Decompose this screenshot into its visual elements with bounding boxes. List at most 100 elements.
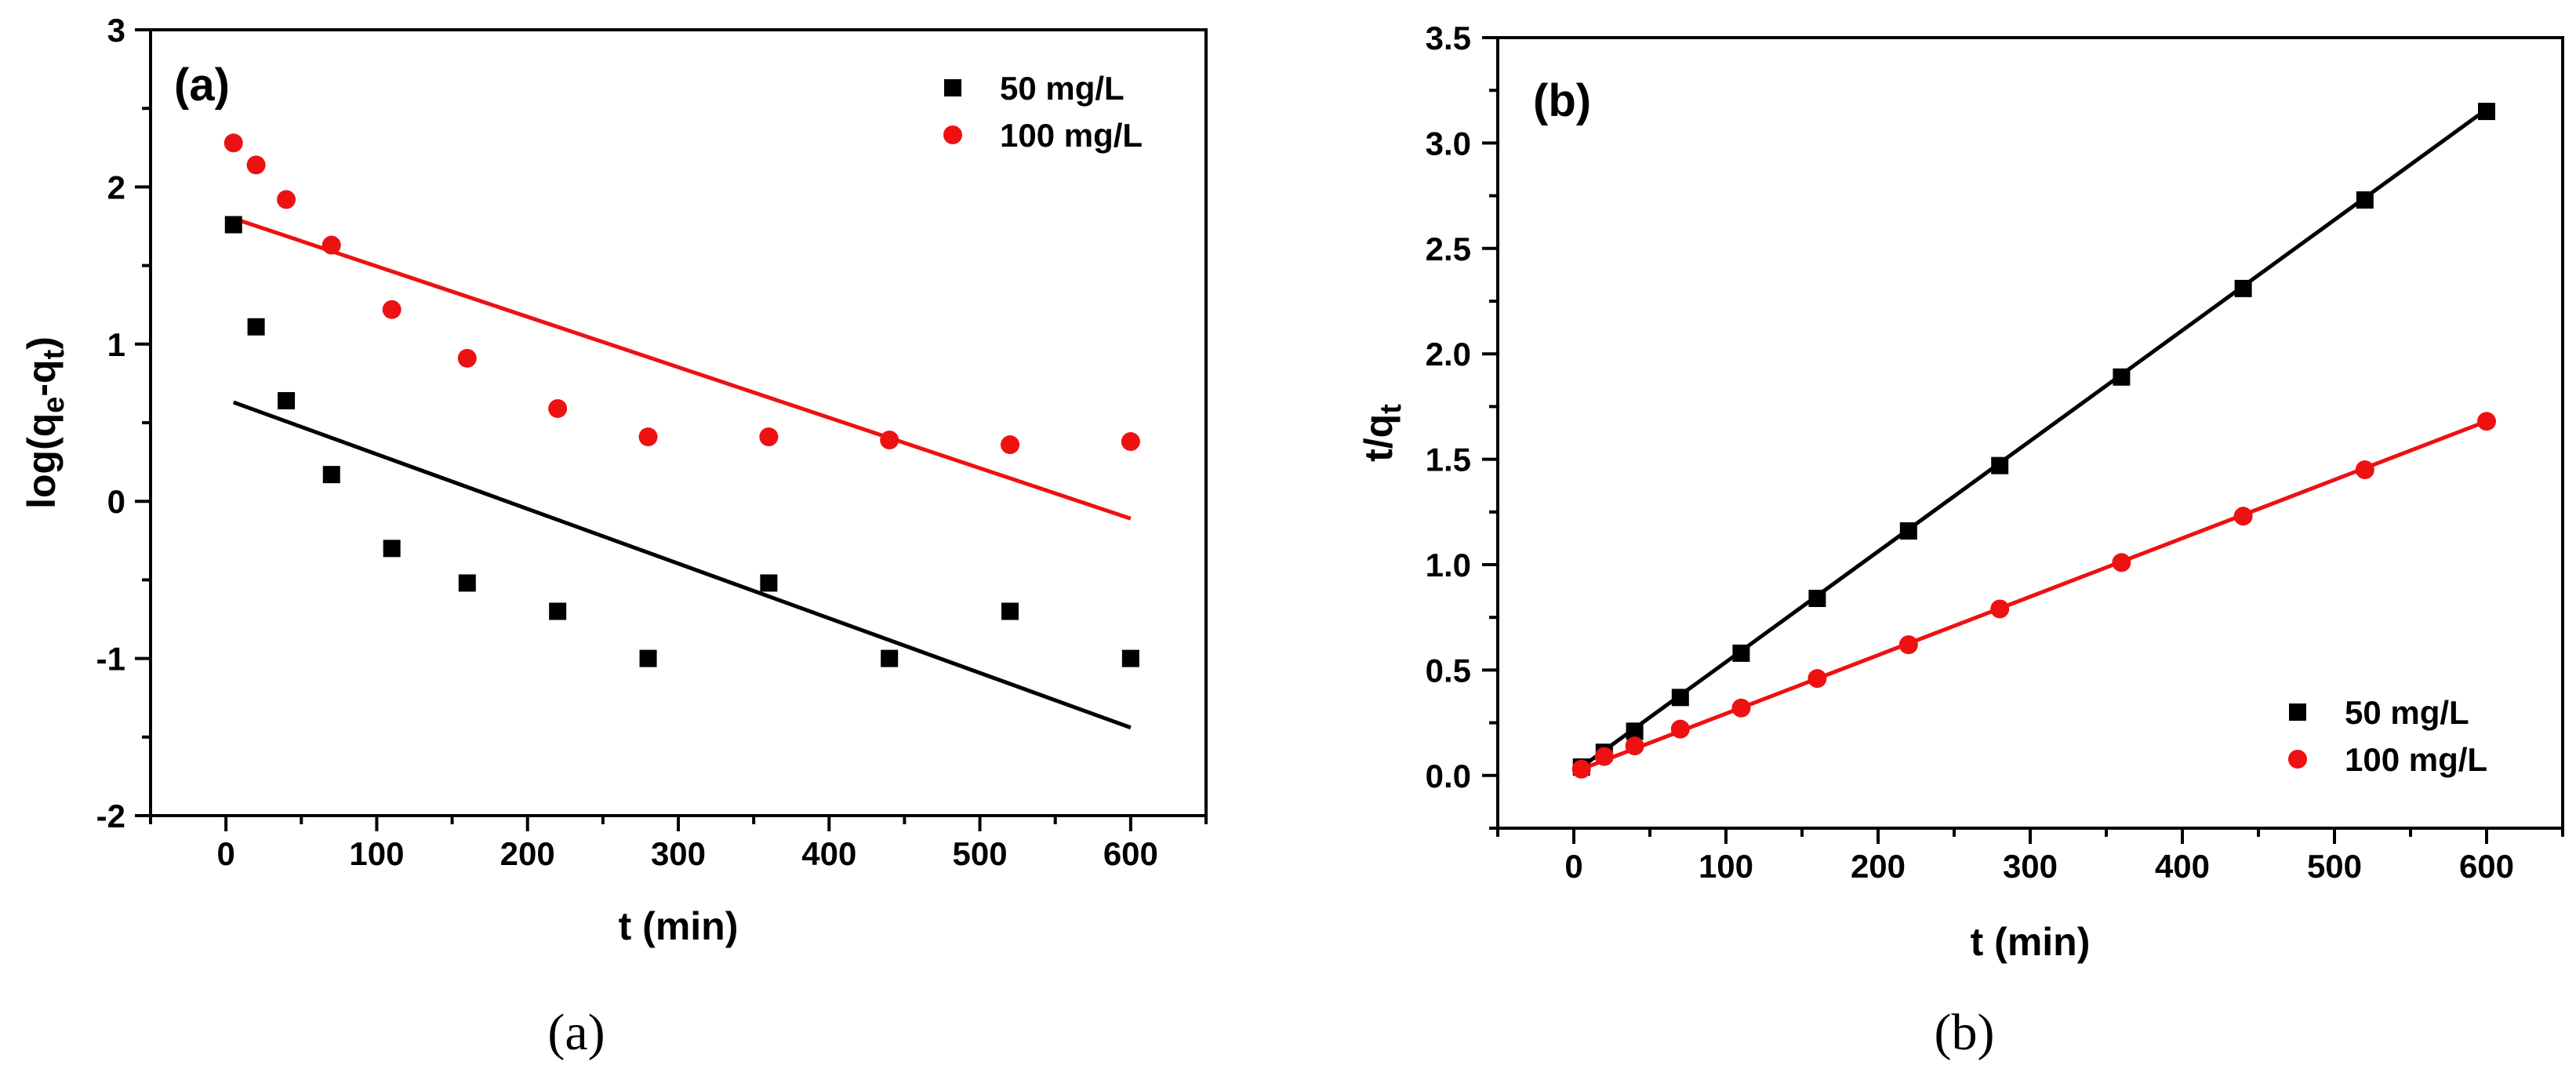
data-point-100mgL [1808, 669, 1827, 689]
data-point-50mgL [1808, 590, 1826, 608]
x-axis-title: t (min) [1971, 920, 2091, 964]
data-point-50mgL [639, 649, 657, 667]
data-point-100mgL [2355, 460, 2374, 480]
y-tick-label: 2 [107, 169, 125, 205]
data-point-100mgL [1731, 698, 1751, 718]
data-point-100mgL [223, 133, 243, 153]
y-tick-label: 1.0 [1426, 547, 1471, 583]
fit-line-50mgL [232, 400, 1132, 730]
data-point-50mgL [278, 391, 296, 409]
data-point-50mgL [1899, 522, 1917, 540]
data-point-50mgL [1991, 456, 2009, 474]
y-tick-label: -1 [96, 641, 125, 678]
x-tick-label: 400 [801, 835, 856, 872]
panel-label: (b) [1533, 75, 1591, 126]
data-point-50mgL [1626, 722, 1644, 740]
panel-a-chart: 0 100 200 300 400 500 600 -2 -1 0 1 2 3 t (min) log(qe… [20, 12, 1208, 948]
y-tick-label: 3.5 [1426, 20, 1471, 56]
y-axis-title-subscript: t [38, 349, 71, 359]
data-point-50mgL [2234, 279, 2252, 297]
fit-line-50mgL [1580, 107, 2488, 769]
y-tick-label: 0.0 [1426, 758, 1471, 794]
data-point-50mgL [1732, 644, 1750, 662]
y-tick-label: 1 [107, 326, 125, 363]
data-point-100mgL [880, 431, 899, 450]
x-tick-label: 100 [1699, 848, 1753, 885]
data-point-100mgL [277, 190, 296, 209]
data-point-50mgL [760, 574, 778, 592]
panel-b-chart: 0 100 200 300 400 500 600 0.0 0.5 1.0 1.5 2.0 2.5 3.0… [1357, 20, 2564, 964]
data-point-50mgL [322, 466, 340, 484]
data-point-100mgL [638, 427, 658, 447]
x-axis-title: t (min) [619, 904, 739, 948]
data-point-100mgL [1670, 719, 1690, 739]
data-point-50mgL [2478, 103, 2495, 121]
data-point-50mgL [224, 216, 242, 234]
data-point-100mgL [2477, 412, 2496, 431]
y-tick-label: 2.0 [1426, 336, 1471, 373]
legend-label: 100 mg/L [2345, 741, 2487, 778]
data-point-100mgL [457, 348, 477, 368]
y-tick-label: 1.5 [1426, 442, 1471, 478]
y-axis-title-part: t/q [1357, 414, 1401, 462]
y-axis-title-part: ) [20, 336, 64, 350]
y-tick-label: 3 [107, 12, 125, 49]
data-point-50mgL [2113, 368, 2131, 386]
y-axis-title-subscript: e [38, 397, 71, 413]
legend-label: 50 mg/L [1000, 70, 1125, 107]
data-point-100mgL [1898, 635, 1918, 655]
data-point-50mgL [1121, 649, 1139, 667]
x-tick-label: 300 [2003, 848, 2058, 885]
data-point-100mgL [246, 155, 266, 175]
fit-line-100mgL [232, 216, 1132, 521]
x-tick-label: 600 [1103, 835, 1158, 872]
caption-a: (a) [547, 1004, 605, 1061]
data-point-50mgL [458, 574, 476, 592]
fit-line-100mgL [1580, 419, 2487, 772]
x-tick-label: 300 [651, 835, 706, 872]
y-axis-title: log(qe-qt) [20, 336, 71, 509]
data-point-100mgL [548, 398, 568, 418]
legend-marker-square [944, 79, 961, 96]
data-point-100mgL [2112, 553, 2131, 573]
data-point-50mgL [881, 649, 899, 667]
x-tick-label: 400 [2155, 848, 2210, 885]
data-point-50mgL [1671, 689, 1689, 707]
x-tick-label: 600 [2459, 848, 2514, 885]
legend-label: 100 mg/L [1000, 117, 1143, 154]
x-tick-label: 200 [500, 835, 555, 872]
data-point-100mgL [1625, 736, 1644, 756]
data-point-100mgL [1594, 747, 1614, 766]
y-axis-title-part: -q [20, 359, 64, 396]
y-tick-label: 3.0 [1426, 125, 1471, 162]
data-point-100mgL [1571, 759, 1591, 779]
y-axis-title: t/qt [1357, 404, 1408, 462]
legend-marker-circle [2288, 750, 2307, 769]
x-tick-label: 200 [1851, 848, 1906, 885]
x-tick-label: 0 [1564, 848, 1582, 885]
legend-label: 50 mg/L [2345, 694, 2469, 731]
y-axis-title-part: log(q [20, 413, 64, 509]
data-point-100mgL [1121, 432, 1140, 452]
y-tick-label: 0.5 [1426, 652, 1471, 689]
data-point-50mgL [383, 540, 401, 558]
y-axis-title-subscript: t [1375, 404, 1408, 414]
data-point-100mgL [759, 427, 779, 447]
panel-label: (a) [174, 60, 230, 111]
x-tick-label: 100 [349, 835, 404, 872]
data-point-50mgL [2356, 191, 2374, 209]
data-point-100mgL [2233, 507, 2253, 526]
legend-marker-circle [943, 125, 962, 144]
caption-b: (b) [1935, 1004, 1995, 1061]
data-point-50mgL [247, 318, 265, 336]
y-tick-label: -2 [96, 798, 125, 834]
y-tick-label: 0 [107, 483, 125, 520]
data-point-100mgL [382, 300, 401, 319]
data-point-100mgL [1001, 435, 1020, 455]
x-tick-label: 500 [953, 835, 1008, 872]
x-tick-label: 0 [216, 835, 234, 872]
data-point-50mgL [549, 602, 567, 620]
data-point-100mgL [322, 235, 341, 255]
data-point-100mgL [1990, 599, 2010, 619]
